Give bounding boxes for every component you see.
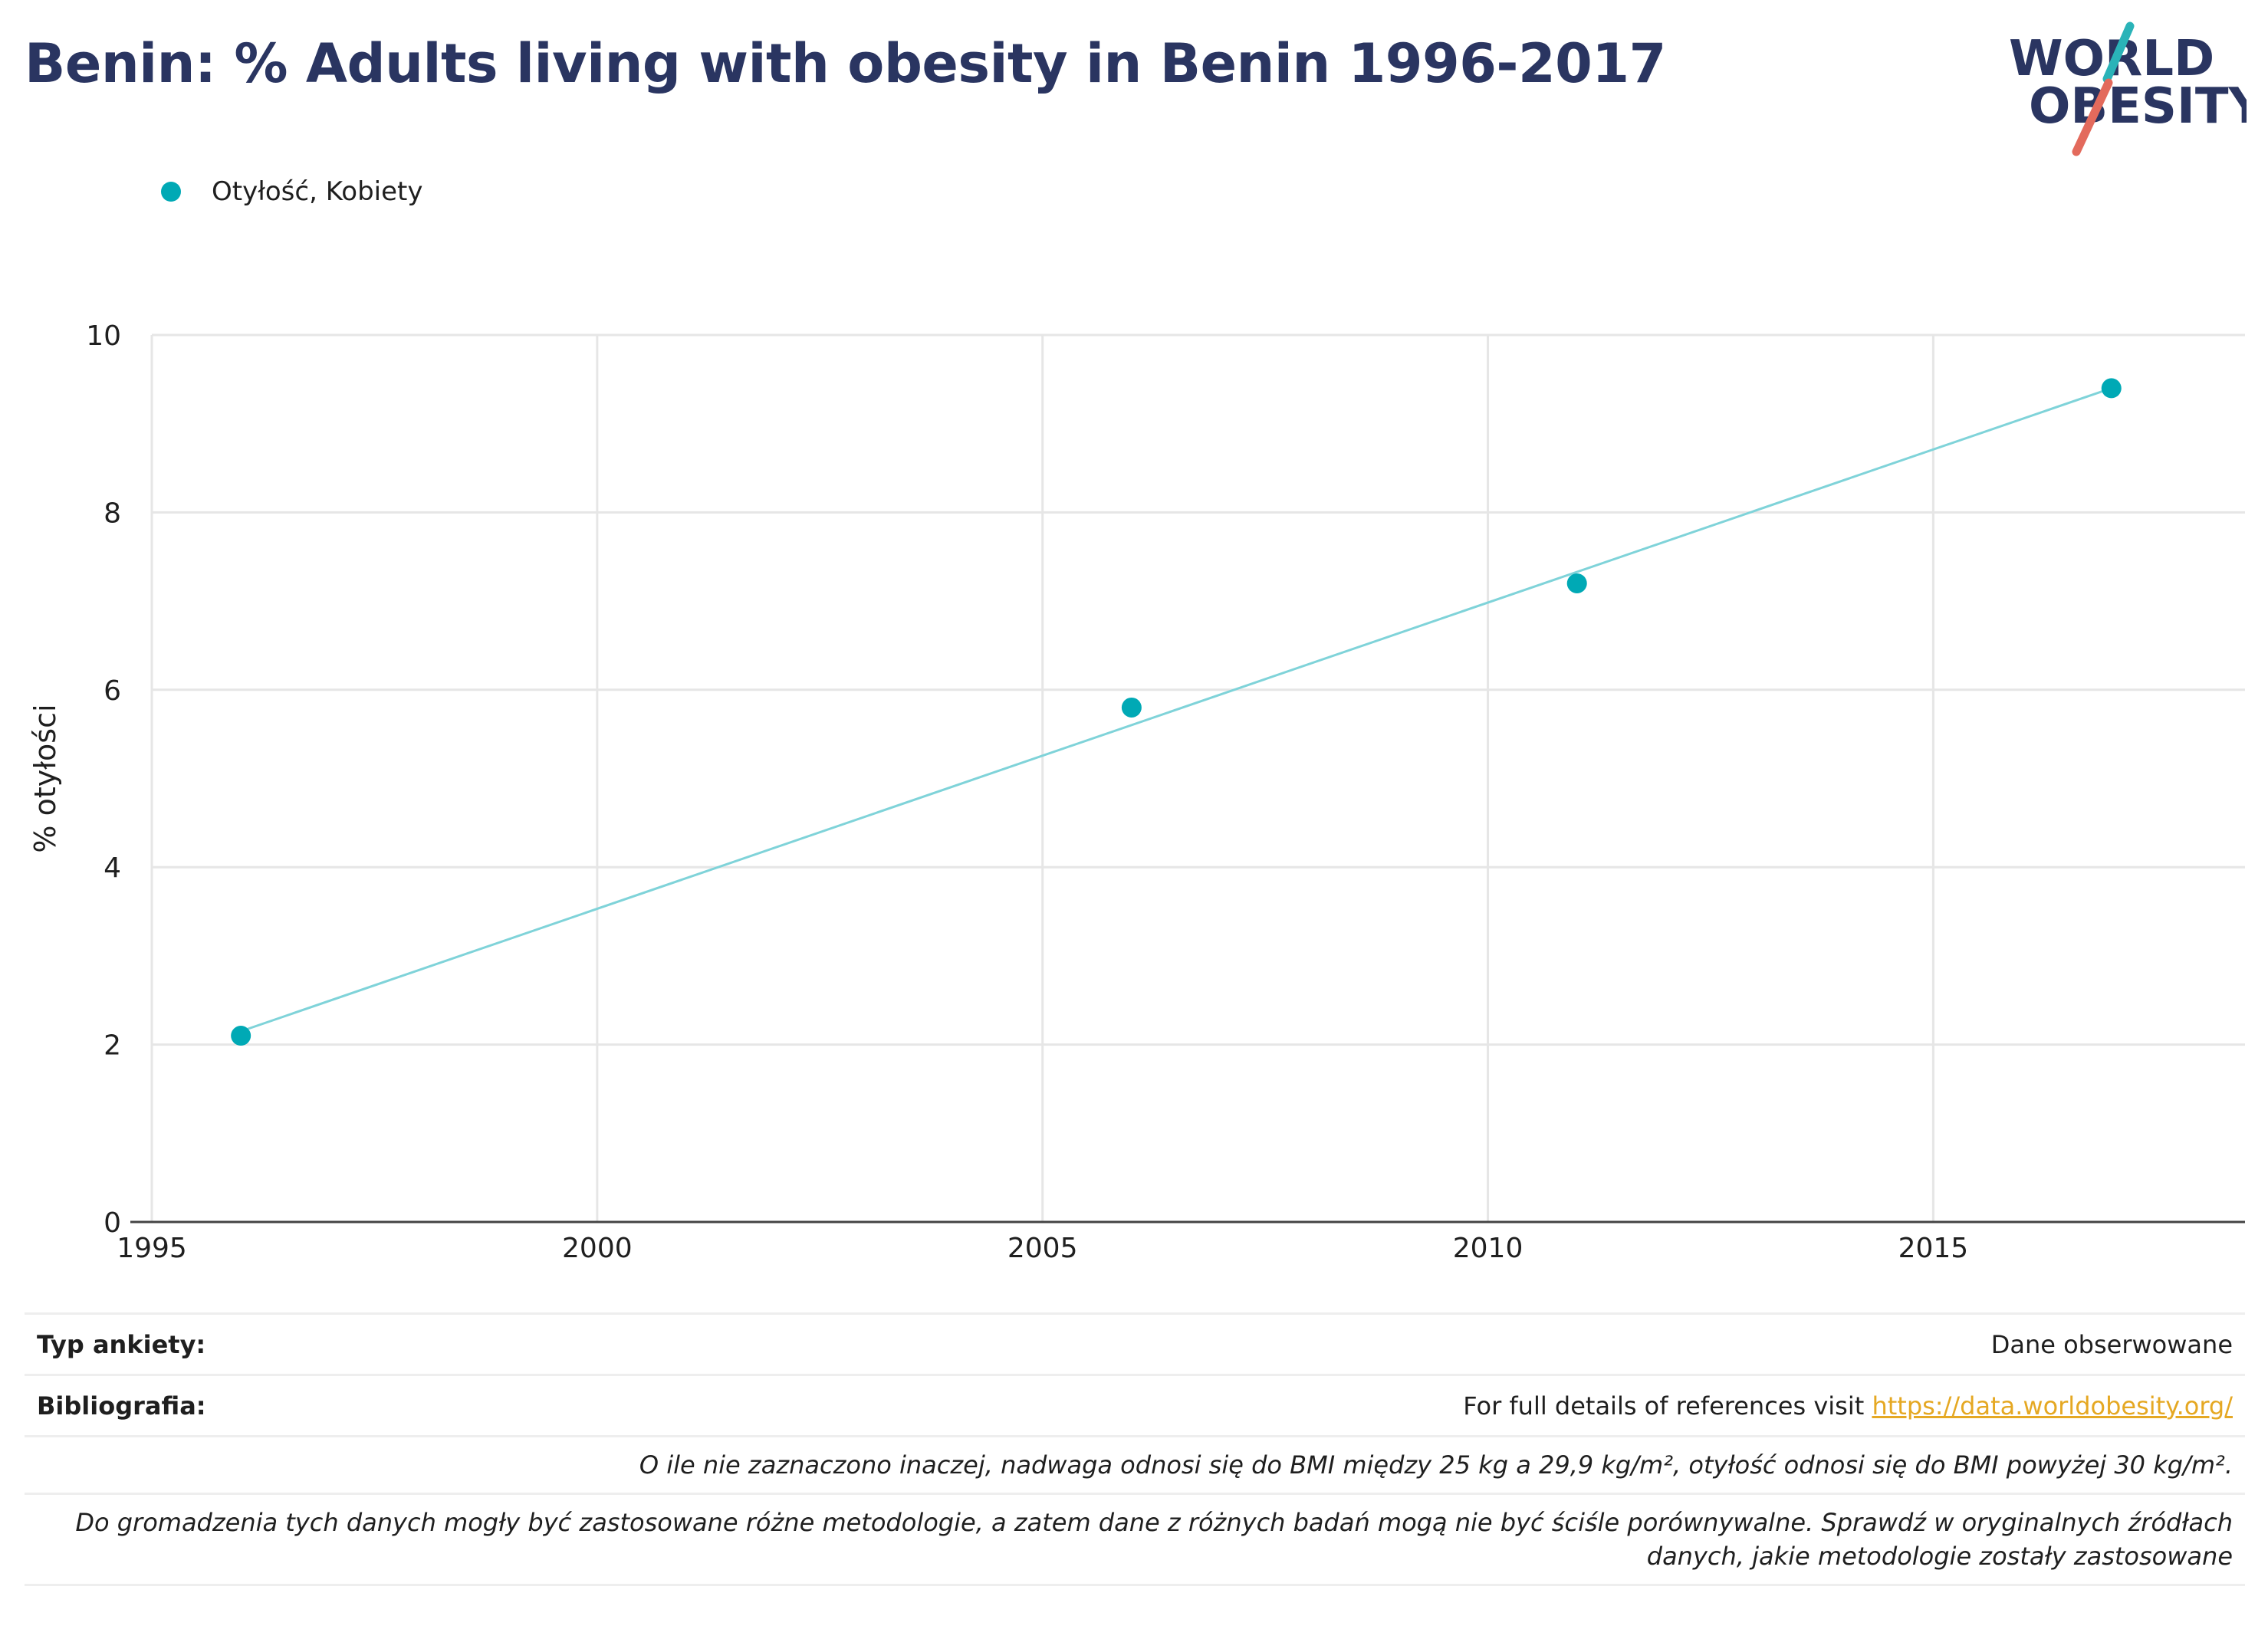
x-tick-label: 2005 (1007, 1233, 1078, 1264)
bibliography-row: Bibliografia: For full details of refere… (25, 1374, 2245, 1435)
legend: Otyłość, Kobiety (161, 172, 423, 211)
x-tick-label: 1995 (117, 1233, 187, 1264)
bibliography-text: For full details of references visit (1463, 1391, 1872, 1421)
x-tick-label: 2000 (562, 1233, 633, 1264)
x-tick-label: 2010 (1453, 1233, 1524, 1264)
methodology-note: Do gromadzenia tych danych mogły być zas… (25, 1493, 2245, 1586)
logo-slash-teal (2102, 21, 2135, 84)
survey-type-row: Typ ankiety: Dane obserwowane (25, 1312, 2245, 1374)
survey-type-label: Typ ankiety: (37, 1329, 206, 1359)
info-table: Typ ankiety: Dane obserwowane Bibliograf… (25, 1312, 2245, 1586)
legend-marker (161, 182, 181, 202)
y-tick-label: 10 (86, 320, 121, 352)
y-axis-label: % otyłości (28, 704, 62, 852)
y-tick-label: 4 (104, 852, 121, 884)
x-tick-label: 2015 (1898, 1233, 1969, 1264)
world-obesity-logo: WORLD OBESITY (2009, 21, 2247, 156)
data-point[interactable] (231, 1026, 251, 1046)
logo-slash-coral (2072, 78, 2113, 156)
data-point[interactable] (1121, 697, 1142, 718)
bibliography-link[interactable]: https://data.worldobesity.org/ (1872, 1391, 2233, 1421)
data-points (231, 378, 2122, 1046)
grid-lines (150, 333, 2245, 1222)
trendline-layer (240, 387, 2112, 1033)
y-tick-label: 6 (104, 675, 121, 707)
y-tick-label: 0 (104, 1207, 121, 1239)
scatter-chart: 0 2 4 6 8 10 1995 2000 2005 2010 2015 % otyłości (28, 320, 2245, 1264)
survey-type-value: Dane obserwowane (1990, 1329, 2233, 1359)
trendline (240, 387, 2112, 1033)
data-point[interactable] (2101, 378, 2122, 399)
bibliography-value: For full details of references visit htt… (1463, 1391, 2233, 1421)
logo-text-obesity: OBESITY (2029, 78, 2247, 135)
bibliography-label: Bibliografia: (37, 1391, 206, 1421)
legend-label: Otyłość, Kobiety (212, 176, 423, 207)
y-tick-label: 8 (104, 498, 121, 529)
chart-title: Benin: % Adults living with obesity in B… (25, 32, 1666, 95)
axis-labels: 0 2 4 6 8 10 1995 2000 2005 2010 2015 % otyłości (28, 320, 1968, 1264)
data-point[interactable] (1566, 573, 1587, 593)
bmi-definition-note: O ile nie zaznaczono inaczej, nadwaga od… (25, 1435, 2245, 1493)
y-tick-label: 2 (104, 1030, 121, 1062)
